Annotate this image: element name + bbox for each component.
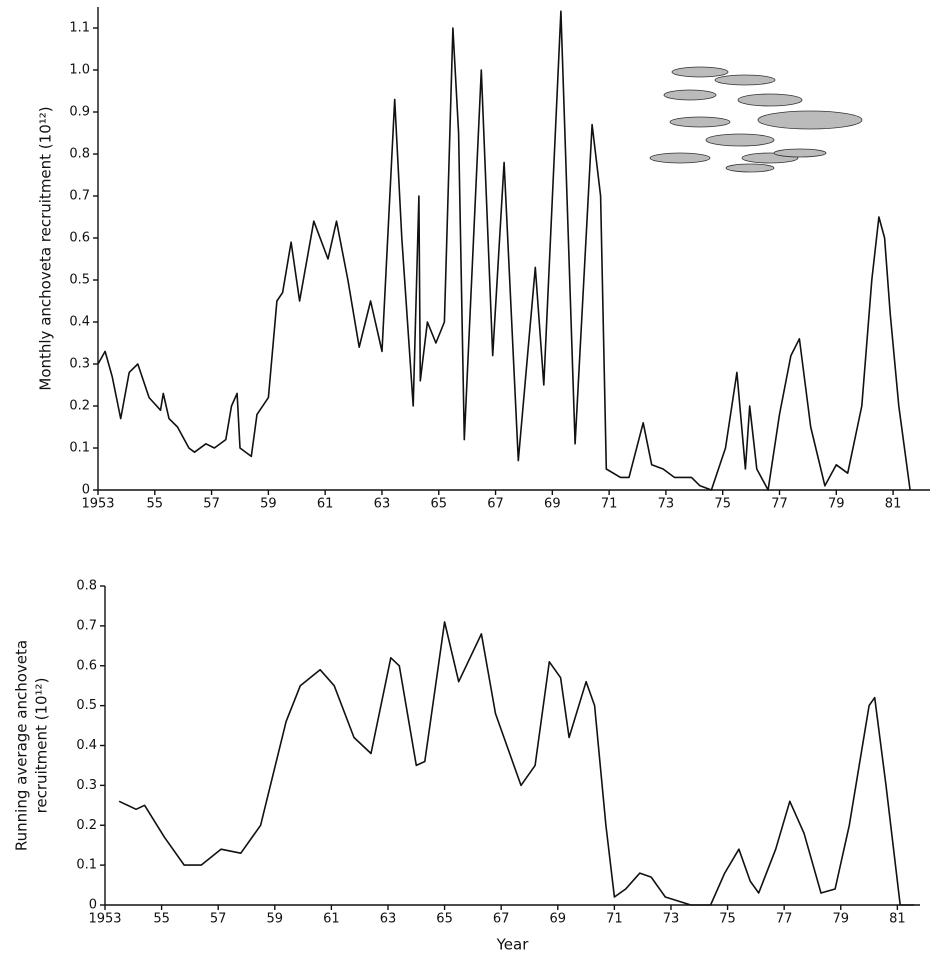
- y-tick-label: 0.2: [69, 399, 90, 414]
- x-tick-label: 55: [153, 912, 170, 927]
- x-tick-label: 81: [889, 912, 906, 927]
- y-tick-label: 0.6: [69, 231, 90, 246]
- x-tick-label: 57: [210, 912, 227, 927]
- y-tick-label: 0.1: [69, 441, 90, 456]
- x-tick-label: 55: [147, 497, 164, 512]
- x-tick-label: 81: [885, 497, 902, 512]
- y-tick-label: 0.2: [76, 818, 97, 833]
- y-tick-label: 0.1: [76, 858, 97, 873]
- y-tick-label: 0.8: [76, 579, 97, 594]
- y-tick-label: 0.6: [76, 658, 97, 673]
- y-tick-label: 0: [82, 483, 90, 498]
- x-tick-label: 73: [658, 497, 675, 512]
- x-tick-label: 57: [203, 497, 220, 512]
- x-tick-label: 61: [323, 912, 340, 927]
- x-tick-label: 69: [550, 912, 567, 927]
- y-tick-label: 1.1: [69, 21, 90, 36]
- y-tick-label: 0.8: [69, 147, 90, 162]
- y-axis-label: recruitment (10¹²): [33, 678, 51, 814]
- x-tick-label: 65: [430, 497, 447, 512]
- x-tick-label: 79: [832, 912, 849, 927]
- data-line: [97, 10, 911, 491]
- x-tick-label: 75: [714, 497, 731, 512]
- x-tick-label: 71: [606, 912, 623, 927]
- y-tick-label: 0.9: [69, 105, 90, 120]
- x-axis-label: Year: [496, 936, 530, 954]
- y-tick-label: 0.3: [69, 357, 90, 372]
- x-tick-label: 1953: [88, 912, 121, 927]
- y-axis-label: Running average anchoveta: [13, 640, 31, 851]
- y-tick-label: 0.5: [69, 273, 90, 288]
- x-tick-label: 65: [436, 912, 453, 927]
- y-axis-label: Monthly anchoveta recruitment (10¹²): [37, 106, 55, 390]
- y-tick-label: 0.4: [76, 738, 97, 753]
- x-tick-label: 63: [374, 497, 391, 512]
- y-tick-label: 0.4: [69, 315, 90, 330]
- y-tick-label: 0.3: [76, 778, 97, 793]
- x-tick-label: 1953: [81, 497, 114, 512]
- x-tick-label: 75: [719, 912, 736, 927]
- y-tick-label: 0.5: [76, 698, 97, 713]
- x-tick-label: 71: [601, 497, 618, 512]
- fish-illustration: [649, 66, 863, 173]
- y-tick-label: 0.7: [76, 618, 97, 633]
- data-line: [118, 621, 915, 906]
- x-tick-label: 73: [663, 912, 680, 927]
- x-tick-label: 79: [828, 497, 845, 512]
- x-tick-label: 59: [260, 497, 277, 512]
- x-tick-label: 77: [776, 912, 793, 927]
- x-tick-label: 69: [544, 497, 561, 512]
- x-tick-label: 77: [771, 497, 788, 512]
- x-tick-label: 61: [317, 497, 334, 512]
- y-tick-label: 1.0: [69, 63, 90, 78]
- y-tick-label: 0: [89, 898, 97, 913]
- x-tick-label: 67: [487, 497, 504, 512]
- x-tick-label: 67: [493, 912, 510, 927]
- x-tick-label: 59: [267, 912, 284, 927]
- y-tick-label: 0.7: [69, 189, 90, 204]
- x-tick-label: 63: [380, 912, 397, 927]
